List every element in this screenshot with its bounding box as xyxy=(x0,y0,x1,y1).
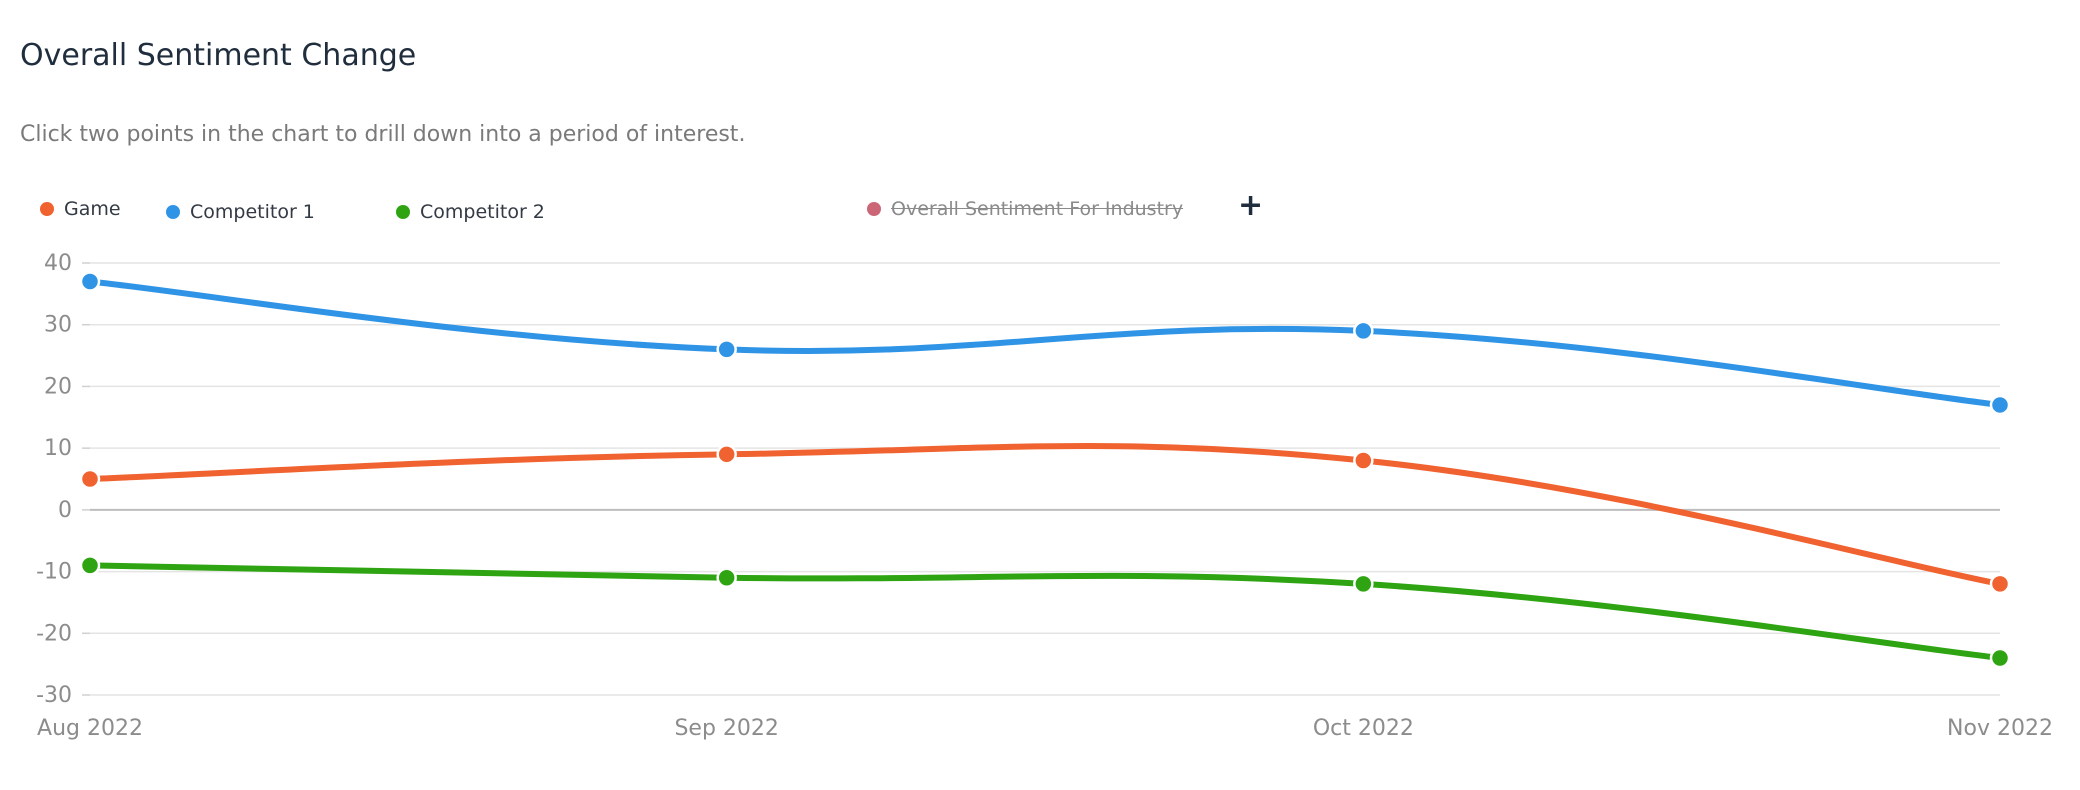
legend-dot-industry xyxy=(867,202,881,216)
series-line-competitor-1[interactable] xyxy=(87,278,2003,408)
add-series-button[interactable]: + xyxy=(1238,191,1263,221)
legend-label-industry: Overall Sentiment For Industry xyxy=(891,198,1184,220)
data-point-game-0[interactable] xyxy=(79,468,101,490)
data-point-competitor-2-0[interactable] xyxy=(79,555,101,576)
y-tick-label: 40 xyxy=(44,251,72,276)
x-tick-label: Nov 2022 xyxy=(1947,716,2053,741)
data-point-competitor-1-3[interactable] xyxy=(1989,394,2011,416)
series-game[interactable] xyxy=(79,443,2011,595)
legend-item-competitor-1[interactable]: Competitor 1 xyxy=(166,201,315,223)
x-tick-label: Sep 2022 xyxy=(674,716,778,741)
data-point-competitor-1-2[interactable] xyxy=(1353,320,1374,342)
data-point-competitor-2-2[interactable] xyxy=(1353,573,1374,595)
x-tick-label: Aug 2022 xyxy=(37,716,143,741)
data-point-competitor-1-0[interactable] xyxy=(79,271,101,292)
legend-item-game[interactable]: Game xyxy=(40,198,121,220)
y-tick-label: -30 xyxy=(36,683,72,708)
grid-lines xyxy=(90,262,2000,696)
series-competitor-1[interactable] xyxy=(79,271,2011,416)
legend-dot-game xyxy=(40,202,54,216)
data-point-game-2[interactable] xyxy=(1353,450,1374,471)
legend-label-game: Game xyxy=(64,198,121,220)
chart-subtitle: Click two points in the chart to drill d… xyxy=(20,122,746,147)
plus-icon: + xyxy=(1238,188,1264,223)
series-competitor-2[interactable] xyxy=(79,555,2011,669)
legend-dot-competitor-1 xyxy=(166,205,180,219)
data-point-competitor-2-1[interactable] xyxy=(716,567,737,588)
data-point-game-3[interactable] xyxy=(1989,573,2011,595)
series-line-competitor-2[interactable] xyxy=(87,562,2003,661)
chart-title: Overall Sentiment Change xyxy=(20,38,417,73)
y-tick-label: 20 xyxy=(44,374,72,399)
legend-label-competitor-1: Competitor 1 xyxy=(190,201,315,223)
y-tick-label: 10 xyxy=(44,436,72,461)
legend-item-competitor-2[interactable]: Competitor 2 xyxy=(396,201,545,223)
x-axis-ticks: Aug 2022 Sep 2022 Oct 2022 Nov 2022 xyxy=(37,716,2053,741)
data-point-game-1[interactable] xyxy=(716,444,737,465)
y-tick-label: -10 xyxy=(36,560,72,585)
y-axis-ticks: 40 30 20 10 0 -10 -20 -30 xyxy=(36,251,90,708)
x-tick-label: Oct 2022 xyxy=(1313,716,1414,741)
y-tick-label: -20 xyxy=(36,621,72,646)
legend-dot-competitor-2 xyxy=(396,205,410,219)
legend-item-industry[interactable]: Overall Sentiment For Industry xyxy=(867,198,1183,220)
y-tick-label: 30 xyxy=(44,313,72,338)
series-lines[interactable] xyxy=(79,271,2011,669)
legend-label-competitor-2: Competitor 2 xyxy=(420,201,545,223)
y-tick-label: 0 xyxy=(58,498,72,523)
data-point-competitor-1-1[interactable] xyxy=(716,339,737,360)
data-point-competitor-2-3[interactable] xyxy=(1989,647,2011,669)
series-line-game[interactable] xyxy=(87,443,2003,587)
